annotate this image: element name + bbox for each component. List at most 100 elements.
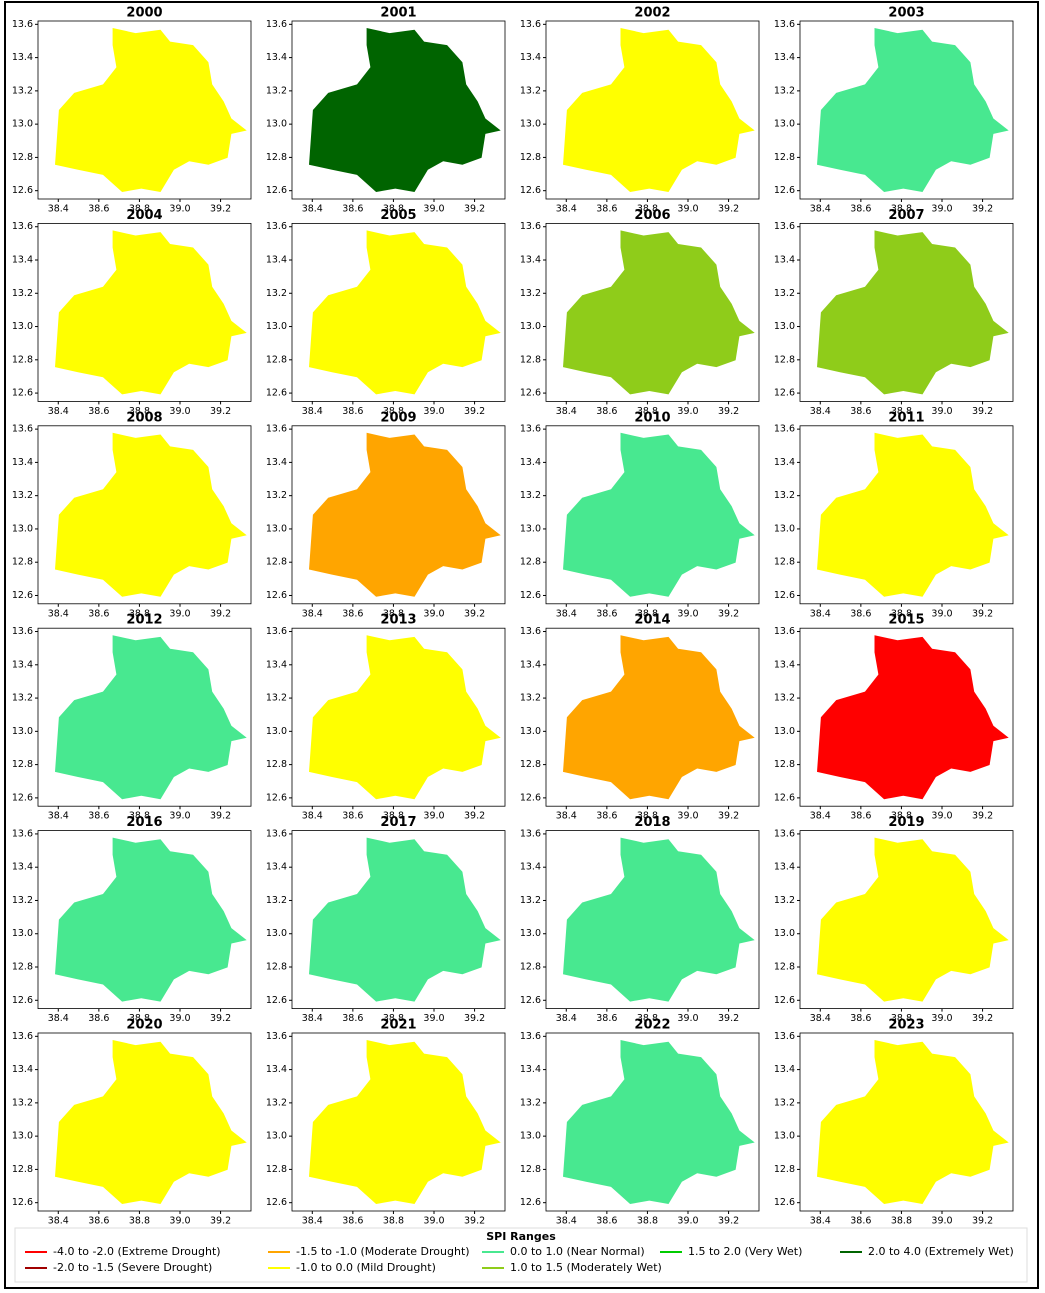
y-tick-label: 13.0 — [266, 928, 287, 939]
plot-frame — [37, 830, 252, 1009]
y-tick-label: 13.6 — [774, 828, 795, 839]
plot-frame — [799, 830, 1014, 1009]
y-tick-label: 12.6 — [774, 590, 795, 601]
x-tick-label: 39.2 — [210, 1216, 231, 1227]
x-tick-label: 39.0 — [931, 204, 952, 215]
x-tick-label: 38.6 — [596, 811, 617, 822]
y-tick-label: 13.2 — [774, 288, 795, 299]
y-tick-label: 13.0 — [774, 1131, 795, 1142]
region-map — [55, 837, 247, 1002]
x-tick-label: 38.8 — [383, 406, 404, 417]
plot-frame — [291, 1032, 506, 1212]
x-tick-label: 38.8 — [129, 1216, 150, 1227]
x-tick-label: 39.0 — [931, 1216, 952, 1227]
y-tick-label: 12.8 — [12, 354, 33, 365]
x-tick-label: 38.4 — [48, 204, 69, 215]
plot-frame — [799, 425, 1014, 605]
x-tick-label: 39.2 — [210, 406, 231, 417]
x-tick-label: 38.6 — [88, 406, 109, 417]
y-tick-label: 12.6 — [520, 995, 541, 1006]
x-tick-label: 39.2 — [972, 1216, 993, 1227]
legend-label: -4.0 to -2.0 (Extreme Drought) — [53, 1245, 221, 1258]
plot-frame — [291, 830, 506, 1009]
y-tick-label: 13.4 — [266, 862, 287, 873]
x-tick-label: 38.6 — [850, 811, 871, 822]
y-tick-label: 13.2 — [12, 490, 33, 501]
region-map — [309, 1040, 501, 1204]
x-tick-label: 38.8 — [383, 1013, 404, 1024]
region-map — [563, 635, 755, 800]
y-tick-label: 13.0 — [12, 321, 33, 332]
y-tick-label: 13.6 — [12, 19, 33, 30]
y-tick-label: 13.2 — [520, 895, 541, 906]
x-tick-label: 39.0 — [423, 811, 444, 822]
region-map — [55, 635, 247, 800]
x-tick-label: 38.8 — [637, 406, 658, 417]
y-tick-label: 13.6 — [774, 424, 795, 435]
x-tick-label: 39.0 — [169, 204, 190, 215]
panel-title: 2018 — [634, 815, 670, 830]
y-tick-label: 13.0 — [774, 119, 795, 130]
plot-frame — [799, 20, 1014, 200]
x-tick-label: 38.4 — [302, 811, 323, 822]
y-tick-label: 12.8 — [12, 557, 33, 568]
y-tick-label: 12.8 — [774, 152, 795, 163]
y-tick-label: 13.4 — [520, 457, 541, 468]
x-tick-label: 39.2 — [210, 204, 231, 215]
y-tick-label: 12.8 — [520, 759, 541, 770]
x-tick-label: 38.4 — [556, 811, 577, 822]
plot-frame — [545, 425, 760, 605]
legend-label: -1.5 to -1.0 (Moderate Drought) — [296, 1245, 470, 1258]
x-tick-label: 38.6 — [596, 406, 617, 417]
x-tick-label: 39.0 — [677, 608, 698, 619]
y-tick-label: 13.0 — [520, 321, 541, 332]
panel-title: 2022 — [634, 1018, 670, 1033]
x-tick-label: 39.2 — [210, 811, 231, 822]
panel-title: 2023 — [888, 1018, 924, 1033]
y-tick-label: 13.4 — [266, 254, 287, 265]
x-tick-label: 39.2 — [718, 608, 739, 619]
x-tick-label: 38.8 — [637, 204, 658, 215]
y-tick-label: 12.8 — [520, 557, 541, 568]
y-tick-label: 12.8 — [266, 152, 287, 163]
x-tick-label: 38.4 — [302, 406, 323, 417]
y-tick-label: 13.6 — [520, 221, 541, 232]
plot-frame — [799, 627, 1014, 807]
y-tick-label: 12.8 — [12, 1164, 33, 1175]
y-tick-label: 13.6 — [266, 19, 287, 30]
y-tick-label: 13.6 — [266, 424, 287, 435]
y-tick-label: 13.4 — [520, 52, 541, 63]
y-tick-label: 13.2 — [520, 85, 541, 96]
x-tick-label: 38.6 — [850, 406, 871, 417]
region-map — [563, 837, 755, 1002]
x-tick-label: 38.4 — [556, 608, 577, 619]
x-tick-label: 38.8 — [383, 608, 404, 619]
y-tick-label: 12.8 — [266, 759, 287, 770]
panel-title: 2005 — [380, 208, 416, 223]
y-tick-label: 12.8 — [774, 557, 795, 568]
plot-frame — [545, 830, 760, 1009]
region-map — [817, 1040, 1009, 1204]
x-tick-label: 38.4 — [556, 1013, 577, 1024]
x-tick-label: 38.8 — [637, 1013, 658, 1024]
y-tick-label: 12.6 — [12, 1197, 33, 1208]
x-tick-label: 39.2 — [464, 608, 485, 619]
x-tick-label: 39.0 — [169, 608, 190, 619]
legend-label: -1.0 to 0.0 (Mild Drought) — [296, 1261, 436, 1274]
y-tick-label: 12.6 — [266, 995, 287, 1006]
x-tick-label: 38.4 — [810, 1216, 831, 1227]
y-tick-label: 12.6 — [266, 1197, 287, 1208]
plot-frame — [37, 425, 252, 605]
y-tick-label: 13.6 — [12, 828, 33, 839]
x-tick-label: 39.2 — [464, 1013, 485, 1024]
x-tick-label: 39.2 — [972, 406, 993, 417]
region-map — [309, 635, 501, 800]
x-tick-label: 38.8 — [637, 811, 658, 822]
y-tick-label: 13.2 — [266, 693, 287, 704]
legend-box — [14, 1227, 1028, 1283]
y-tick-label: 13.0 — [774, 321, 795, 332]
x-tick-label: 39.2 — [718, 1013, 739, 1024]
y-tick-label: 13.0 — [774, 928, 795, 939]
x-tick-label: 39.0 — [423, 1216, 444, 1227]
